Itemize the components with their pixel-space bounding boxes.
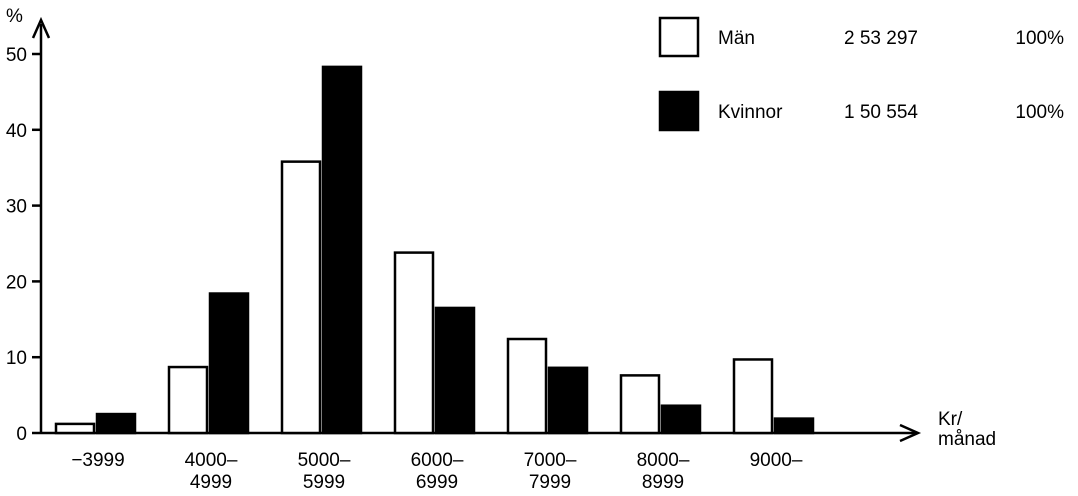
legend: Män 2 53 297 100% Kvinnor 1 50 554 100% [658,16,1064,132]
x-axis-label-line-2: månad [938,429,996,450]
legend-swatch-men [658,16,700,58]
category-label: 6999 [416,472,458,493]
category-label: 5999 [303,472,345,493]
y-tick-label: 40 [6,121,27,142]
y-axis-arrow [31,16,51,39]
bar-men [619,374,661,435]
category-labels: −3999 4000–4999 5000–5999 6000–6999 7000–799… [71,450,803,493]
y-tick-label: 50 [6,45,27,66]
category-label: 9000– [750,450,803,471]
bar-women [773,417,815,435]
legend-count: 2 53 297 [844,28,918,49]
category-label: 7999 [529,472,571,493]
y-tick-label: 10 [6,348,27,369]
y-tick-label: 0 [16,424,27,445]
bars [54,65,815,435]
y-ticks: 0 10 20 30 40 50 [6,45,41,445]
y-tick-label: 30 [6,197,27,218]
bar-men [167,365,209,435]
category-label: −3999 [71,450,124,471]
x-axis-arrow [899,423,922,443]
bar-women [660,404,702,435]
bar-women [95,412,137,435]
x-axis-label-line-1: Kr/ [938,409,963,430]
category-label: 8000– [637,450,690,471]
legend-count: 1 50 554 [844,102,918,123]
bar-women [208,292,250,435]
legend-name: Kvinnor [718,102,783,123]
bar-men [393,251,435,435]
bar-women [321,65,363,435]
bar-men [506,337,548,435]
category-label: 5000– [298,450,351,471]
category-label: 4000– [185,450,238,471]
bar-men [732,358,774,435]
category-label: 8999 [642,472,684,493]
category-label: 6000– [411,450,464,471]
legend-total: 100% [1015,102,1064,123]
legend-name: Män [718,28,755,49]
bar-women [547,366,589,435]
x-axis-label: Kr/ månad [938,409,996,450]
category-label: 4999 [190,472,232,493]
y-tick-label: 20 [6,272,27,293]
category-label: 7000– [524,450,577,471]
y-axis-label: % [6,6,23,27]
bar-women [434,306,476,435]
legend-swatch-women [658,90,700,132]
bar-men [54,422,96,435]
legend-total: 100% [1015,28,1064,49]
bar-men [280,160,322,435]
